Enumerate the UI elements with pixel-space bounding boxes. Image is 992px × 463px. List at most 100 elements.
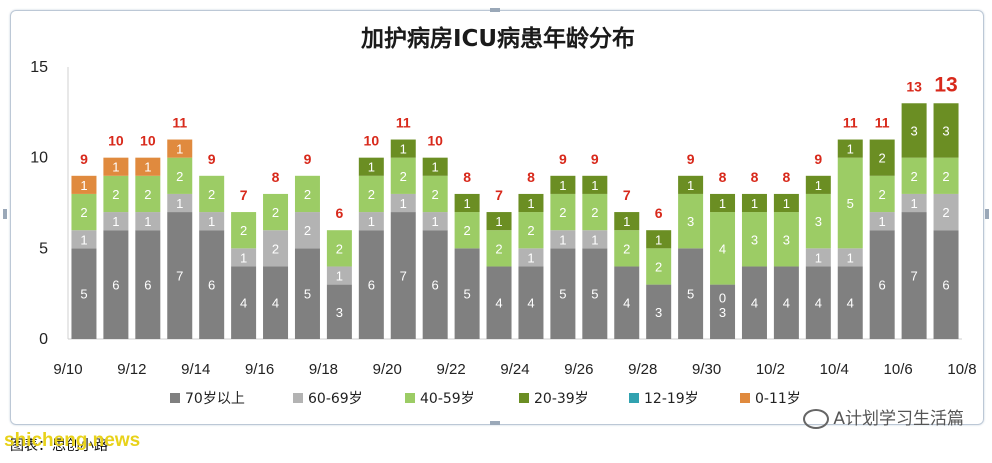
bar-total-label: 11 bbox=[843, 115, 858, 131]
segment-value-label: 4 bbox=[847, 296, 854, 311]
legend-swatch bbox=[629, 393, 639, 403]
bar-segment bbox=[454, 193, 480, 213]
segment-value-label: 2 bbox=[272, 241, 279, 256]
resize-handle-right[interactable] bbox=[985, 209, 989, 219]
bar-total-label: 8 bbox=[751, 169, 759, 185]
resize-handle-bottom[interactable] bbox=[490, 421, 500, 425]
bar-segment bbox=[358, 157, 384, 176]
bar-segment bbox=[773, 193, 799, 213]
x-tick-label: 9/28 bbox=[628, 361, 657, 378]
bar-segment bbox=[901, 212, 927, 339]
bar-segment bbox=[933, 103, 959, 158]
bar-segment bbox=[518, 248, 544, 267]
bar-total-label: 6 bbox=[335, 205, 343, 221]
segment-value-label: 4 bbox=[623, 296, 630, 311]
bar-total-label: 8 bbox=[463, 169, 471, 185]
legend-swatch bbox=[170, 393, 180, 403]
bar-segment bbox=[390, 212, 416, 339]
segment-value-label: 2 bbox=[879, 187, 886, 202]
site-watermark: shicheng.news bbox=[4, 430, 141, 451]
bar-segment bbox=[135, 175, 161, 213]
bar-segment bbox=[550, 175, 576, 194]
segment-value-label: 6 bbox=[942, 278, 949, 293]
resize-handle-left[interactable] bbox=[3, 209, 7, 219]
bar-segment bbox=[869, 230, 895, 339]
bar-segment bbox=[614, 266, 640, 339]
segment-value-label: 1 bbox=[400, 142, 407, 157]
bar-total-label: 6 bbox=[655, 205, 663, 221]
segment-value-label: 1 bbox=[655, 232, 662, 247]
bar-segment bbox=[103, 157, 129, 176]
bar-segment bbox=[550, 193, 576, 231]
segment-value-label: 4 bbox=[272, 296, 279, 311]
segment-value-label: 1 bbox=[112, 214, 119, 229]
bar-segment bbox=[390, 193, 416, 213]
segment-value-label: 1 bbox=[815, 250, 822, 265]
bar-total-label: 9 bbox=[814, 151, 822, 167]
bar-total-label: 8 bbox=[527, 169, 535, 185]
segment-value-label: 7 bbox=[176, 269, 183, 284]
y-tick-label: 10 bbox=[30, 150, 48, 167]
segment-value-label: 1 bbox=[176, 196, 183, 211]
x-tick-label: 10/6 bbox=[884, 361, 913, 378]
segment-value-label: 2 bbox=[879, 151, 886, 166]
bar-segment bbox=[518, 212, 544, 249]
bar-total-label: 10 bbox=[108, 133, 124, 149]
legend-label: 0-11岁 bbox=[755, 391, 801, 407]
segment-value-label: 3 bbox=[655, 305, 662, 320]
segment-value-label: 3 bbox=[687, 214, 694, 229]
legend-label: 20-39岁 bbox=[534, 391, 589, 407]
segment-value-label: 2 bbox=[368, 187, 375, 202]
segment-value-label: 5 bbox=[304, 287, 311, 302]
bar-total-label: 10 bbox=[140, 133, 156, 149]
bar-segment bbox=[422, 212, 448, 231]
bar-segment bbox=[550, 230, 576, 249]
legend-swatch bbox=[293, 393, 303, 403]
segment-value-label: 6 bbox=[368, 278, 375, 293]
source-caption: 图表：思创小路 bbox=[10, 438, 108, 454]
bar-segment bbox=[582, 175, 608, 194]
bar-segment bbox=[678, 248, 704, 339]
segment-value-label: 3 bbox=[719, 305, 726, 320]
bar-segment bbox=[390, 157, 416, 194]
bar-segment bbox=[646, 230, 672, 249]
bar-total-label: 11 bbox=[875, 115, 890, 131]
legend-swatch bbox=[405, 393, 415, 403]
segment-value-label: 1 bbox=[112, 160, 119, 175]
segment-value-label: 7 bbox=[400, 269, 407, 284]
bar-segment bbox=[869, 139, 895, 176]
bar-segment bbox=[518, 193, 544, 213]
segment-value-label: 1 bbox=[527, 196, 534, 211]
segment-value-label: 1 bbox=[687, 178, 694, 193]
bar-segment bbox=[390, 139, 416, 158]
resize-handle-top[interactable] bbox=[490, 8, 500, 12]
segment-value-label: 7 bbox=[910, 269, 917, 284]
bar-segment bbox=[358, 212, 384, 231]
bar-segment bbox=[167, 193, 193, 213]
segment-value-label: 1 bbox=[80, 232, 87, 247]
bar-segment bbox=[263, 193, 289, 231]
segment-value-label: 4 bbox=[495, 296, 502, 311]
legend-label: 70岁以上 bbox=[185, 391, 245, 407]
y-tick-label: 5 bbox=[39, 240, 48, 257]
segment-value-label: 5 bbox=[847, 196, 854, 211]
x-tick-label: 9/14 bbox=[181, 361, 210, 378]
segment-value-label: 1 bbox=[815, 178, 822, 193]
chart-title: 加护病房ICU病患年龄分布 bbox=[360, 25, 635, 52]
segment-value-label: 1 bbox=[719, 196, 726, 211]
bar-segment bbox=[550, 248, 576, 339]
bar-segment bbox=[773, 212, 799, 267]
bar-segment bbox=[454, 212, 480, 249]
segment-value-label: 2 bbox=[240, 223, 247, 238]
bar-segment bbox=[231, 248, 257, 267]
bar-total-label: 8 bbox=[272, 169, 280, 185]
segment-value-label: 4 bbox=[719, 241, 726, 256]
segment-value-label: 2 bbox=[144, 187, 151, 202]
segment-value-label: 1 bbox=[336, 269, 343, 284]
x-axis: 9/10 9/12 9/14 9/16 9/18 9/20 9/22 9/24 9/26 9/28… bbox=[53, 361, 976, 378]
segment-value-label: 3 bbox=[815, 214, 822, 229]
segment-value-label: 3 bbox=[336, 305, 343, 320]
bar-segment bbox=[167, 157, 193, 194]
x-tick-label: 10/8 bbox=[947, 361, 976, 378]
